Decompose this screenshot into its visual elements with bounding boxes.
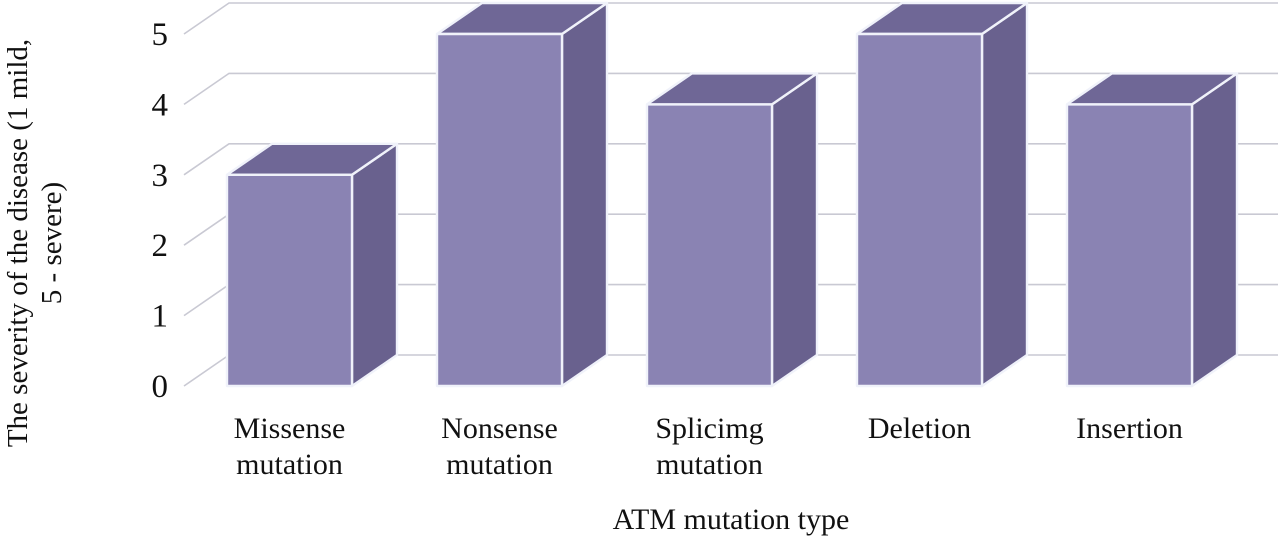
bar-front-face-3 xyxy=(855,32,984,388)
gridline-5 xyxy=(183,2,1278,35)
bar-side-face-2 xyxy=(770,72,819,388)
bar-side-face-1 xyxy=(560,1,609,388)
y-tick-label-0: 0 xyxy=(152,369,169,405)
category-label-1: Nonsense mutation xyxy=(441,412,558,481)
bar-side-face-3 xyxy=(980,1,1029,388)
bar-side-face-4 xyxy=(1190,72,1239,388)
y-axis-title-line-1: The severity of the disease (1 mild, xyxy=(2,38,34,448)
bar-side-face-0 xyxy=(350,142,399,388)
category-label-3: Deletion xyxy=(868,412,971,445)
y-axis-title: The severity of the disease (1 mild, 5 -… xyxy=(1,0,69,493)
y-tick-label-3: 3 xyxy=(152,158,169,194)
bar-front-face-4 xyxy=(1065,103,1194,388)
y-tick-label-5: 5 xyxy=(152,17,169,53)
category-label-4: Insertion xyxy=(1076,412,1183,445)
bar-front-face-1 xyxy=(435,32,564,388)
bar-front-face-0 xyxy=(225,173,354,388)
y-tick-label-2: 2 xyxy=(152,228,169,264)
y-axis-title-line-2: 5 - severe) xyxy=(36,181,68,305)
category-label-0: Missense mutation xyxy=(234,412,346,481)
y-tick-label-4: 4 xyxy=(152,87,169,123)
y-tick-label-1: 1 xyxy=(152,299,169,335)
category-label-2: Splicimg mutation xyxy=(655,412,763,481)
bar-front-face-2 xyxy=(645,103,774,388)
x-axis-title: ATM mutation type xyxy=(612,503,850,536)
